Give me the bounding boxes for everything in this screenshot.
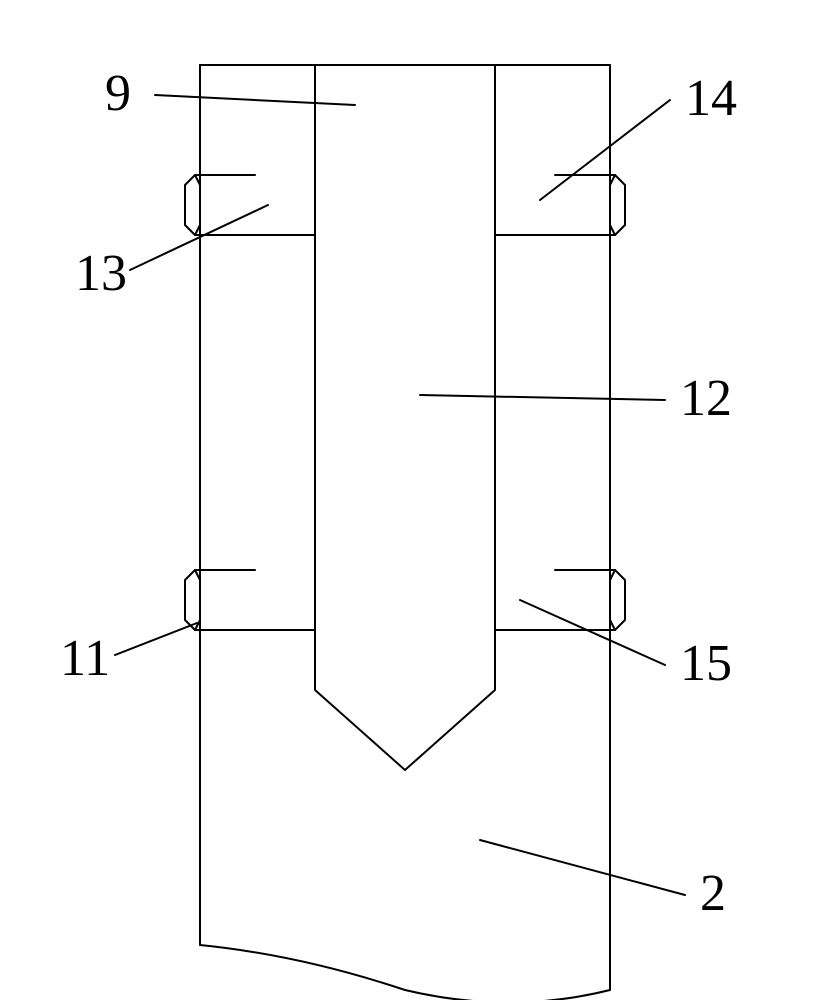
inner-channel bbox=[315, 65, 495, 770]
leader-l14 bbox=[540, 100, 670, 200]
outer-outline bbox=[200, 65, 610, 1000]
label-9: 9 bbox=[105, 65, 131, 122]
leader-l15 bbox=[520, 600, 665, 665]
lower-pin-left-wedge bbox=[200, 570, 315, 630]
upper-pin-right-nut bbox=[610, 175, 625, 235]
leader-l11 bbox=[115, 623, 197, 655]
label-13: 13 bbox=[75, 245, 127, 302]
label-14: 14 bbox=[685, 70, 737, 127]
leader-l12 bbox=[420, 395, 665, 400]
lower-pin-right-wedge bbox=[495, 570, 610, 630]
upper-pin-left-wedge bbox=[200, 175, 315, 235]
leader-l2 bbox=[480, 840, 685, 895]
upper-pin-left-nut bbox=[185, 175, 200, 235]
lower-pin-left-nut bbox=[185, 570, 200, 630]
lower-pin-right-nut bbox=[610, 570, 625, 630]
label-2: 2 bbox=[700, 865, 726, 922]
label-11: 11 bbox=[60, 630, 110, 687]
upper-pin-right-wedge bbox=[495, 175, 610, 235]
label-15: 15 bbox=[680, 635, 732, 692]
label-12: 12 bbox=[680, 370, 732, 427]
leader-l9 bbox=[155, 95, 355, 105]
